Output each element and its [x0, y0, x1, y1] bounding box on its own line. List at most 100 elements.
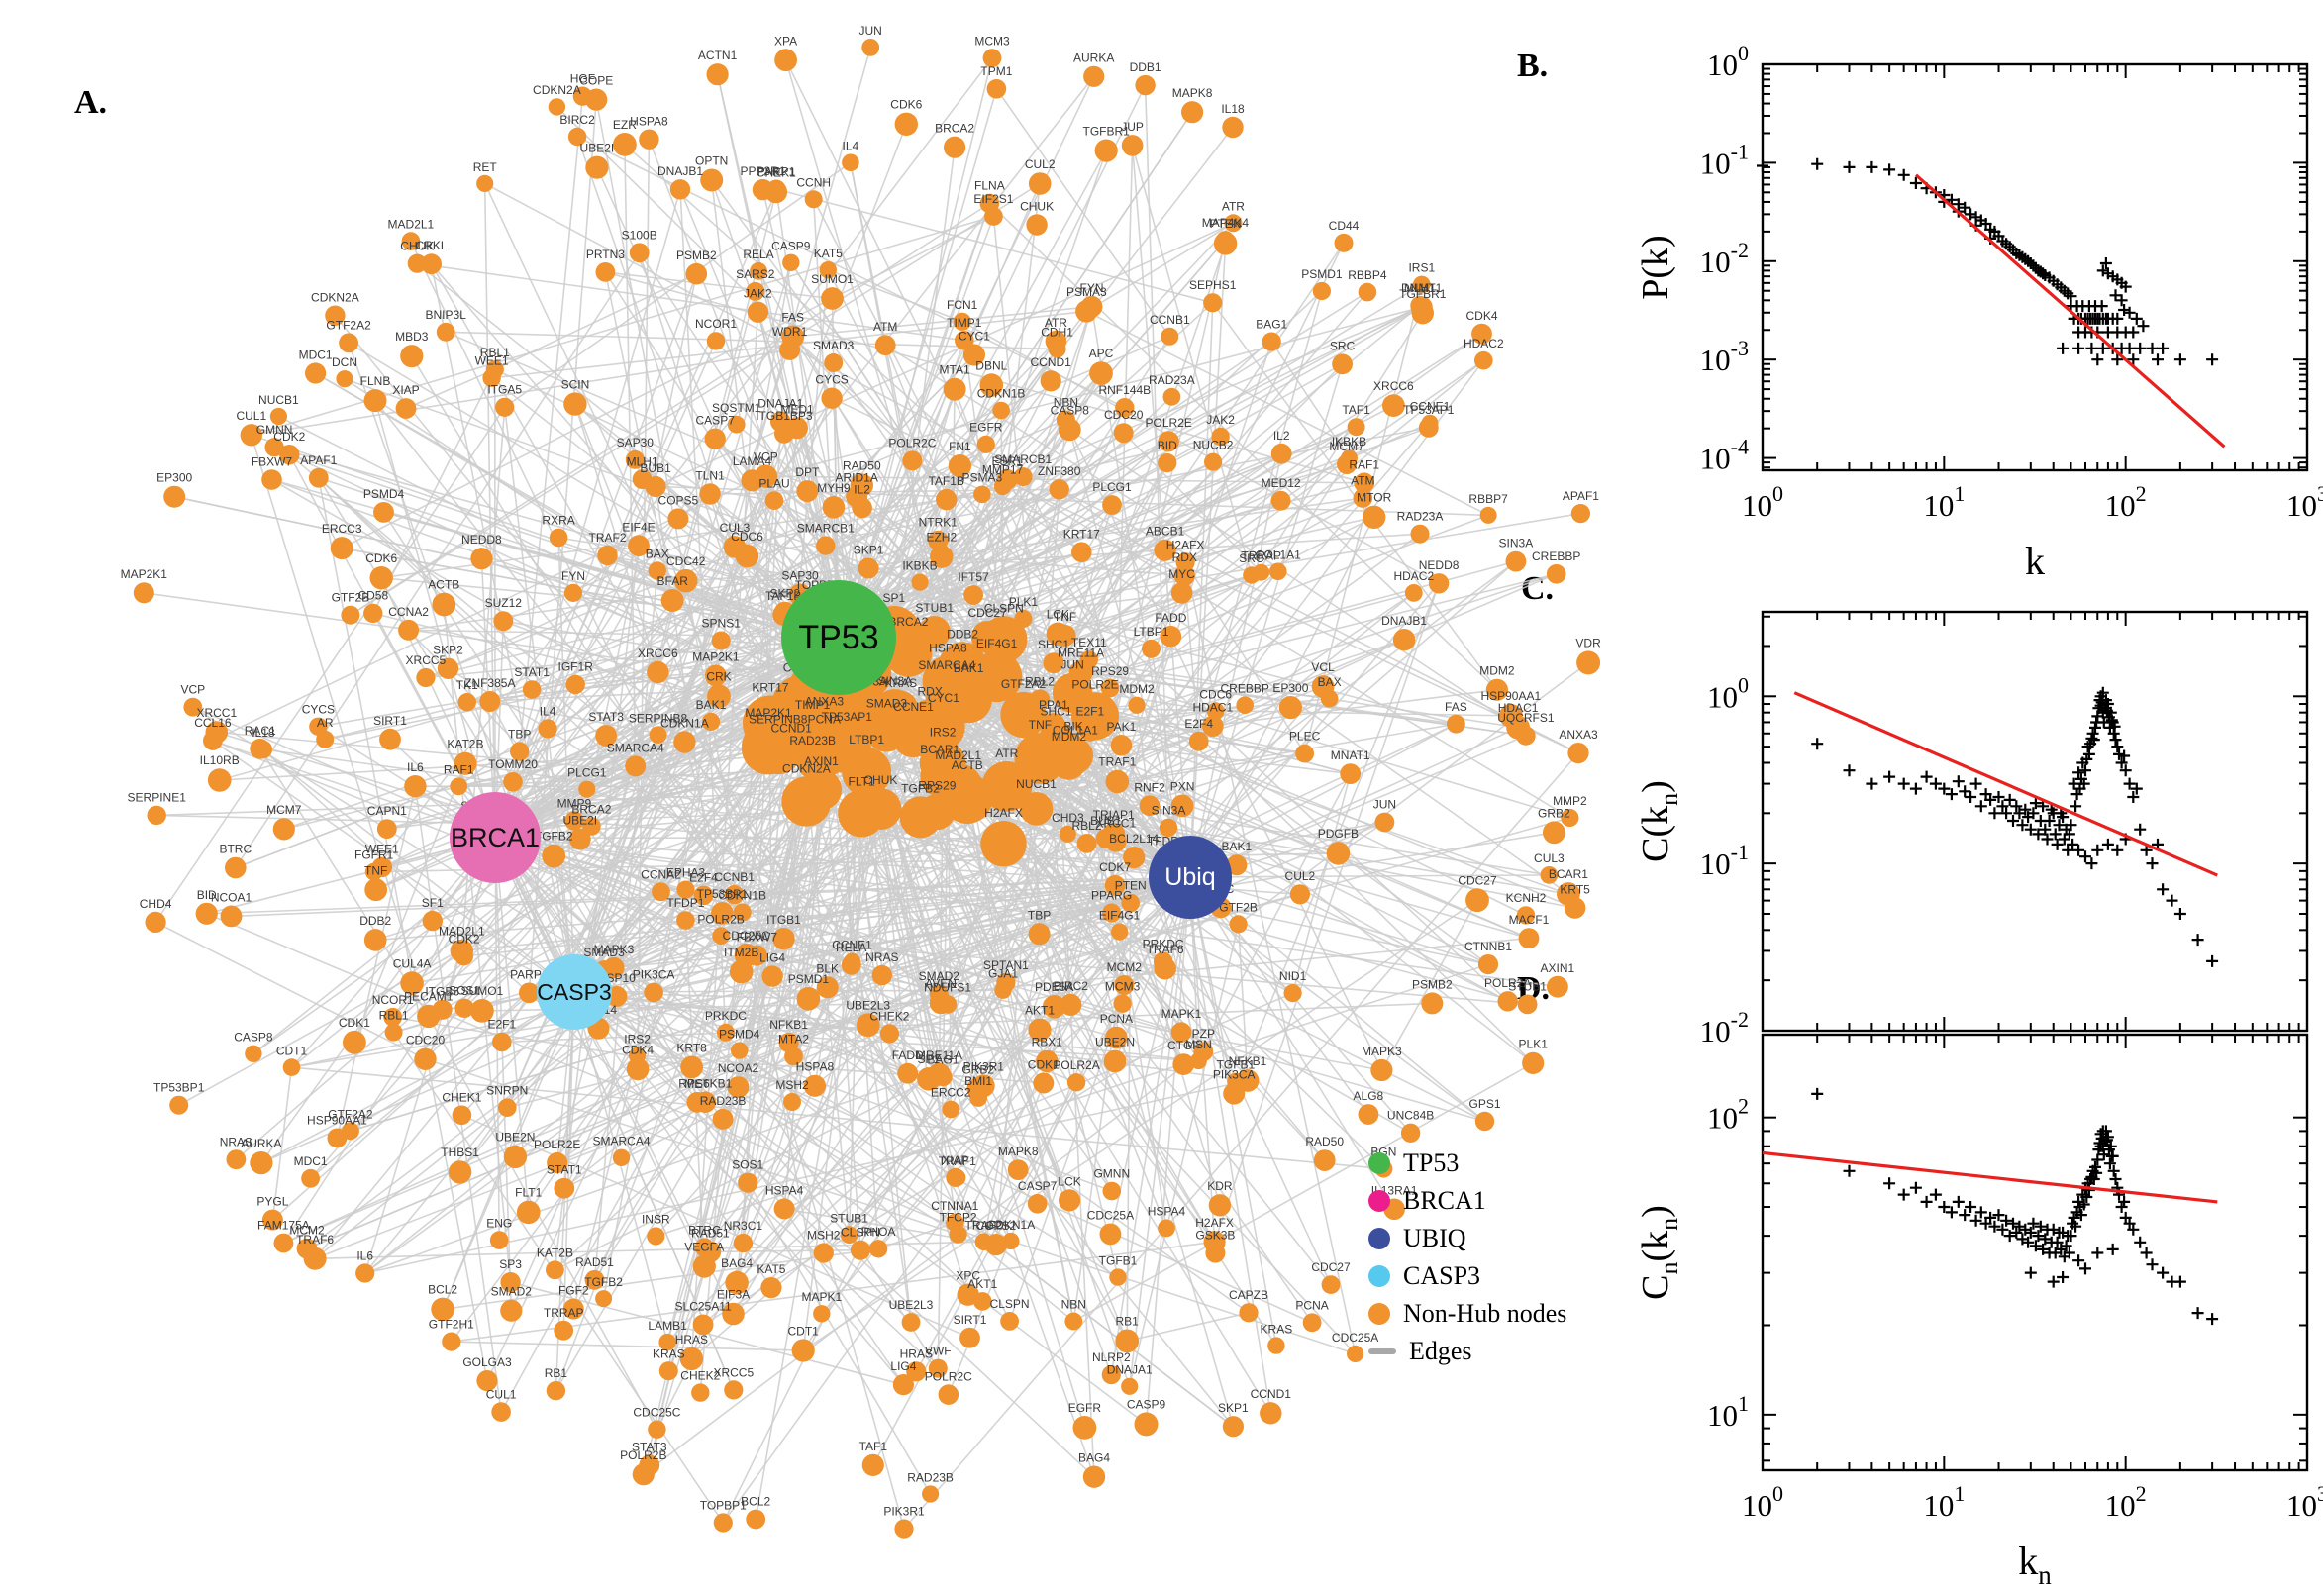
network-node[interactable]	[454, 998, 474, 1018]
network-node[interactable]	[371, 856, 392, 878]
network-node[interactable]	[850, 1240, 871, 1260]
network-node[interactable]	[917, 1067, 941, 1091]
network-node[interactable]	[1040, 370, 1061, 392]
network-node[interactable]	[813, 1305, 831, 1323]
network-node[interactable]	[960, 1327, 980, 1348]
network-node[interactable]	[729, 959, 754, 984]
network-node[interactable]	[660, 589, 684, 612]
network-node[interactable]	[1516, 726, 1536, 746]
network-node[interactable]	[796, 480, 819, 503]
network-node[interactable]	[838, 789, 885, 838]
network-node[interactable]	[398, 619, 420, 641]
network-node[interactable]	[770, 411, 791, 433]
network-node[interactable]	[250, 738, 271, 759]
network-node[interactable]	[330, 537, 354, 560]
network-node[interactable]	[400, 345, 424, 368]
network-node[interactable]	[279, 445, 300, 465]
network-node[interactable]	[1400, 1123, 1421, 1144]
network-node[interactable]	[1135, 74, 1156, 96]
network-node[interactable]	[1094, 139, 1118, 162]
network-node[interactable]	[1203, 293, 1223, 313]
hub-node-tp53[interactable]	[781, 580, 896, 695]
network-node[interactable]	[1033, 1072, 1055, 1094]
network-node[interactable]	[1236, 696, 1254, 714]
network-node[interactable]	[564, 811, 584, 831]
network-node[interactable]	[1027, 1194, 1048, 1214]
network-node[interactable]	[1028, 172, 1052, 195]
network-node[interactable]	[1154, 539, 1176, 561]
network-node[interactable]	[422, 910, 443, 932]
network-node[interactable]	[327, 1128, 348, 1148]
network-node[interactable]	[1516, 906, 1536, 925]
network-node[interactable]	[1049, 479, 1069, 500]
network-node[interactable]	[325, 305, 346, 326]
network-node[interactable]	[800, 769, 843, 811]
network-node[interactable]	[822, 496, 846, 519]
network-node[interactable]	[816, 976, 839, 999]
network-node[interactable]	[746, 1509, 766, 1530]
network-node[interactable]	[774, 49, 797, 72]
network-node[interactable]	[819, 261, 837, 279]
network-node[interactable]	[928, 1358, 948, 1378]
network-node[interactable]	[542, 844, 566, 868]
network-node[interactable]	[673, 568, 698, 593]
network-node[interactable]	[264, 438, 284, 457]
network-node[interactable]	[906, 699, 955, 748]
network-node[interactable]	[568, 828, 591, 850]
network-node[interactable]	[948, 454, 972, 478]
network-node[interactable]	[562, 1298, 584, 1320]
network-node[interactable]	[746, 945, 767, 966]
network-node[interactable]	[1007, 1159, 1029, 1180]
network-node[interactable]	[245, 1045, 262, 1063]
network-node[interactable]	[712, 927, 730, 945]
network-node[interactable]	[500, 1299, 523, 1322]
network-node[interactable]	[1358, 282, 1377, 302]
network-node[interactable]	[934, 1067, 953, 1087]
network-node[interactable]	[454, 751, 477, 775]
network-node[interactable]	[879, 1024, 900, 1044]
network-node[interactable]	[1056, 410, 1075, 430]
network-node[interactable]	[1000, 691, 1047, 739]
network-node[interactable]	[379, 728, 401, 750]
network-node[interactable]	[982, 49, 1002, 68]
network-node[interactable]	[1213, 232, 1238, 255]
network-node[interactable]	[727, 415, 746, 434]
network-node[interactable]	[603, 956, 625, 979]
network-node[interactable]	[1546, 564, 1566, 584]
network-node[interactable]	[733, 1233, 754, 1253]
network-node[interactable]	[339, 333, 358, 353]
network-node[interactable]	[183, 697, 203, 717]
network-node[interactable]	[691, 1383, 710, 1402]
network-node[interactable]	[1547, 975, 1568, 998]
network-node[interactable]	[1222, 116, 1244, 139]
network-node[interactable]	[1111, 923, 1129, 941]
network-node[interactable]	[309, 717, 328, 736]
network-node[interactable]	[1173, 564, 1195, 587]
network-node[interactable]	[343, 1030, 366, 1054]
network-node[interactable]	[1421, 414, 1439, 432]
network-node[interactable]	[1060, 993, 1082, 1016]
network-node[interactable]	[944, 136, 966, 158]
network-node[interactable]	[1295, 744, 1314, 763]
network-node[interactable]	[906, 1361, 927, 1382]
network-node[interactable]	[1113, 423, 1134, 444]
network-node[interactable]	[676, 880, 695, 899]
network-node[interactable]	[1374, 812, 1395, 833]
network-node[interactable]	[761, 965, 783, 987]
network-node[interactable]	[383, 1007, 403, 1027]
network-node[interactable]	[706, 332, 726, 350]
network-node[interactable]	[984, 1234, 1008, 1256]
network-node[interactable]	[1313, 1149, 1336, 1171]
network-node[interactable]	[1188, 731, 1209, 751]
network-node[interactable]	[476, 1370, 498, 1392]
hub-node-brca1[interactable]	[450, 792, 541, 883]
network-node[interactable]	[516, 1200, 541, 1225]
network-node[interactable]	[169, 1095, 189, 1115]
network-node[interactable]	[712, 1108, 734, 1130]
network-node[interactable]	[1059, 1189, 1081, 1212]
network-node[interactable]	[1370, 1058, 1393, 1082]
network-node[interactable]	[1283, 984, 1302, 1003]
network-node[interactable]	[842, 153, 859, 172]
network-node[interactable]	[846, 485, 868, 508]
network-node[interactable]	[644, 982, 663, 1003]
